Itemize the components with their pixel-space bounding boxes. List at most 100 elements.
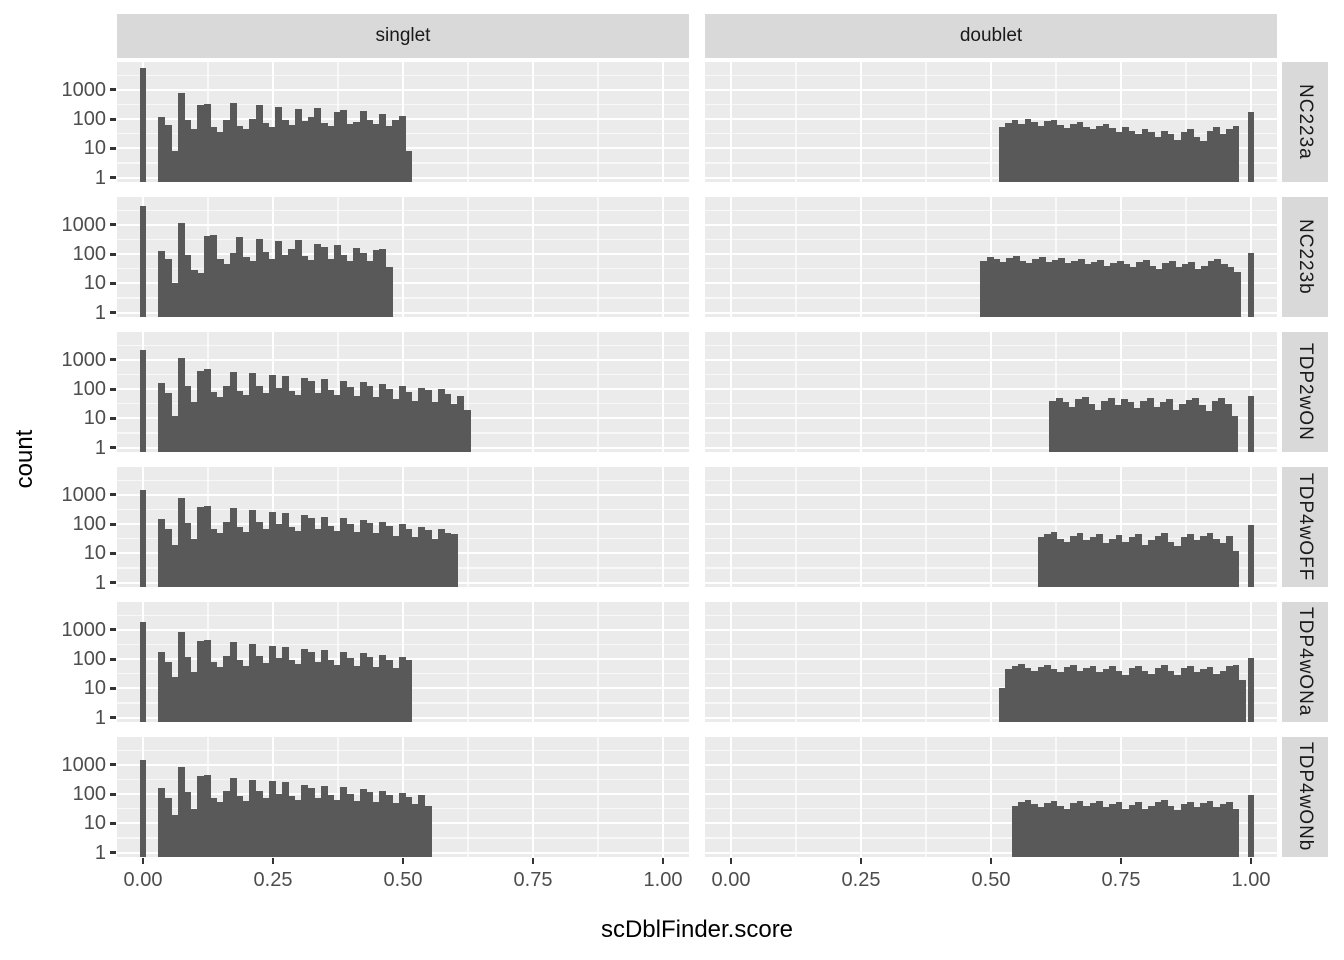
- y-tick-label: 100: [72, 108, 106, 131]
- histogram-bar: [980, 260, 988, 317]
- histogram-bar: [1044, 802, 1051, 857]
- histogram-bar: [1050, 119, 1058, 182]
- histogram-bar: [1166, 399, 1174, 452]
- histogram-bar: [281, 119, 289, 182]
- gridline-minor-v: [925, 602, 927, 722]
- gridline-major-v: [662, 62, 664, 182]
- histogram-bar: [1006, 257, 1014, 317]
- histogram-bar: [1159, 402, 1167, 452]
- gridline-major-v: [532, 62, 534, 182]
- histogram-bar: [171, 416, 179, 452]
- gridline-minor-v: [467, 737, 469, 857]
- histogram-bar: [164, 124, 172, 182]
- y-axis-tick: [110, 146, 116, 150]
- histogram-bar: [1140, 400, 1148, 452]
- y-axis-tick: [110, 252, 116, 256]
- histogram-bar: [1076, 121, 1084, 182]
- histogram-bar: [1154, 802, 1162, 857]
- gridline-minor-v: [337, 602, 339, 722]
- gridline-major-v: [990, 737, 992, 857]
- histogram-bar: [333, 112, 341, 182]
- histogram-bar: [1089, 129, 1097, 182]
- histogram-bar: [171, 151, 179, 182]
- histogram-bar: [1096, 672, 1103, 722]
- histogram-bar: [1213, 674, 1220, 722]
- histogram-bar: [164, 661, 172, 722]
- histogram-bar: [190, 539, 198, 587]
- histogram-bar: [197, 370, 205, 452]
- gridline-minor-v: [1055, 602, 1057, 722]
- histogram-bar: [1218, 398, 1226, 452]
- y-axis-tick: [110, 223, 116, 227]
- histogram-bar: [1050, 800, 1058, 857]
- histogram-bar: [203, 639, 211, 722]
- histogram-bar: [437, 389, 445, 452]
- y-tick-label: 1000: [61, 348, 107, 371]
- histogram-bar: [197, 776, 205, 857]
- histogram-bar: [268, 781, 276, 857]
- histogram-bar: [1133, 408, 1141, 452]
- histogram-bar: [1193, 540, 1201, 587]
- histogram-bar: [275, 107, 283, 182]
- y-tick-label: 10: [83, 677, 106, 700]
- histogram-bar: [1103, 265, 1111, 317]
- y-tick-label: 1: [94, 166, 106, 189]
- histogram-bar: [281, 782, 289, 857]
- histogram-bar: [158, 652, 166, 722]
- y-axis-tick: [110, 716, 116, 720]
- histogram-bar: [223, 521, 231, 587]
- histogram-bar: [1081, 396, 1089, 452]
- histogram-bar: [177, 92, 185, 182]
- histogram-bar: [1187, 666, 1194, 722]
- histogram-bar: [1142, 259, 1150, 317]
- histogram-bar: [255, 791, 263, 857]
- histogram-bar: [986, 256, 994, 317]
- gridline-major-v: [1120, 602, 1122, 722]
- y-tick-label: 10: [83, 137, 106, 160]
- histogram-bar: [1088, 404, 1096, 452]
- histogram-bar: [203, 103, 211, 182]
- gridline-minor-v: [337, 737, 339, 857]
- gridline-minor-v: [597, 467, 599, 587]
- histogram-bar: [216, 258, 224, 317]
- histogram-bar: [379, 790, 387, 857]
- histogram-bar: [314, 392, 322, 452]
- histogram-bar: [398, 115, 406, 182]
- histogram-bar: [171, 283, 179, 317]
- histogram-bar: [405, 660, 413, 722]
- x-axis-tick: [271, 858, 275, 864]
- histogram-bar: [281, 646, 289, 722]
- histogram-bar: [1146, 398, 1154, 452]
- histogram-bar: [1049, 400, 1057, 452]
- histogram-bar: [288, 124, 296, 182]
- histogram-bar: [1187, 534, 1194, 587]
- histogram-bar: [359, 519, 367, 587]
- histogram-bar: [1206, 666, 1214, 722]
- gridline-minor-v: [925, 467, 927, 587]
- gridline-major-v: [272, 62, 274, 182]
- histogram-bar: [1128, 130, 1136, 182]
- histogram-bar: [223, 655, 231, 722]
- histogram-bar: [1154, 136, 1162, 182]
- histogram-bar: [288, 796, 296, 857]
- histogram-bar: [1220, 264, 1228, 317]
- histogram-bar: [1070, 123, 1077, 182]
- y-tick-label: 100: [72, 378, 106, 401]
- gridline-major-v: [860, 332, 862, 452]
- histogram-bar: [366, 522, 374, 587]
- histogram-bar: [1083, 806, 1090, 857]
- histogram-bar: [1153, 406, 1161, 452]
- histogram-bar: [1213, 539, 1220, 587]
- histogram-bar: [1096, 801, 1103, 857]
- gridline-major-v: [990, 62, 992, 182]
- y-axis-tick: [110, 416, 116, 420]
- histogram-bar: [1123, 264, 1131, 317]
- gridline-major-v: [532, 332, 534, 452]
- panel-NC223b-doublet: [705, 197, 1277, 317]
- histogram-bar: [262, 122, 270, 182]
- histogram-bar: [1167, 806, 1175, 857]
- histogram-bar: [223, 791, 231, 857]
- histogram-bar: [242, 531, 250, 587]
- histogram-bar: [1083, 667, 1090, 722]
- gridline-minor-v: [795, 737, 797, 857]
